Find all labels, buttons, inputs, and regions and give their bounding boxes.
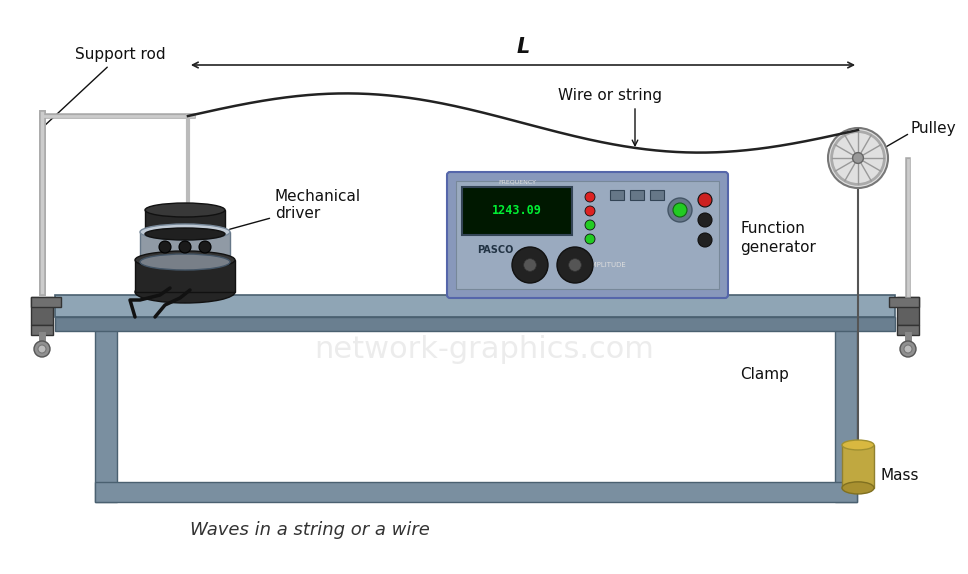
Bar xyxy=(135,260,235,292)
Text: Mechanical
driver: Mechanical driver xyxy=(229,189,361,229)
Ellipse shape xyxy=(135,251,235,269)
Circle shape xyxy=(512,247,548,283)
Bar xyxy=(456,181,719,289)
Bar xyxy=(95,482,857,502)
Circle shape xyxy=(569,259,582,272)
Text: Mass: Mass xyxy=(880,468,919,483)
Circle shape xyxy=(698,193,712,207)
Bar xyxy=(610,190,624,200)
Text: 1243.09: 1243.09 xyxy=(492,204,542,218)
Text: Clamp: Clamp xyxy=(740,367,789,382)
Text: L: L xyxy=(516,37,529,57)
Bar xyxy=(140,232,230,262)
FancyBboxPatch shape xyxy=(447,172,728,298)
Text: Pulley: Pulley xyxy=(910,121,955,135)
Circle shape xyxy=(159,241,171,253)
Circle shape xyxy=(34,341,50,357)
Circle shape xyxy=(673,203,687,217)
Bar xyxy=(31,297,61,307)
Bar xyxy=(889,297,919,307)
Bar xyxy=(55,317,895,331)
Bar xyxy=(95,317,117,502)
Bar xyxy=(897,325,919,335)
Text: Function
generator: Function generator xyxy=(740,221,816,255)
Ellipse shape xyxy=(145,228,225,240)
Text: Support rod: Support rod xyxy=(44,48,166,126)
Text: Wire or string: Wire or string xyxy=(558,88,662,103)
Circle shape xyxy=(179,241,191,253)
Ellipse shape xyxy=(145,203,225,217)
Circle shape xyxy=(524,259,536,272)
Ellipse shape xyxy=(842,440,874,450)
Text: Waves in a string or a wire: Waves in a string or a wire xyxy=(190,521,430,539)
Bar xyxy=(145,210,225,234)
Bar xyxy=(897,297,919,325)
Circle shape xyxy=(900,341,916,357)
Bar xyxy=(31,325,53,335)
Circle shape xyxy=(585,192,595,202)
Circle shape xyxy=(668,198,692,222)
Bar xyxy=(55,295,895,317)
Circle shape xyxy=(585,206,595,216)
Text: PASCO: PASCO xyxy=(477,245,513,255)
Circle shape xyxy=(698,233,712,247)
Ellipse shape xyxy=(140,254,230,270)
Circle shape xyxy=(585,234,595,244)
Circle shape xyxy=(904,345,912,353)
Bar xyxy=(842,445,874,488)
Circle shape xyxy=(698,213,712,227)
Ellipse shape xyxy=(140,224,230,240)
Ellipse shape xyxy=(135,281,235,303)
Circle shape xyxy=(853,153,863,164)
Bar xyxy=(630,190,644,200)
Circle shape xyxy=(828,128,888,188)
Circle shape xyxy=(557,247,593,283)
Circle shape xyxy=(38,345,46,353)
Circle shape xyxy=(585,220,595,230)
Circle shape xyxy=(199,241,211,253)
Bar xyxy=(650,190,664,200)
Bar xyxy=(31,297,53,325)
Bar xyxy=(835,317,857,502)
Bar xyxy=(462,187,572,235)
Text: FREQUENCY: FREQUENCY xyxy=(498,180,536,185)
Text: AMPLITUDE: AMPLITUDE xyxy=(588,262,627,268)
Text: network-graphics.com: network-graphics.com xyxy=(314,335,654,364)
Ellipse shape xyxy=(842,482,874,494)
